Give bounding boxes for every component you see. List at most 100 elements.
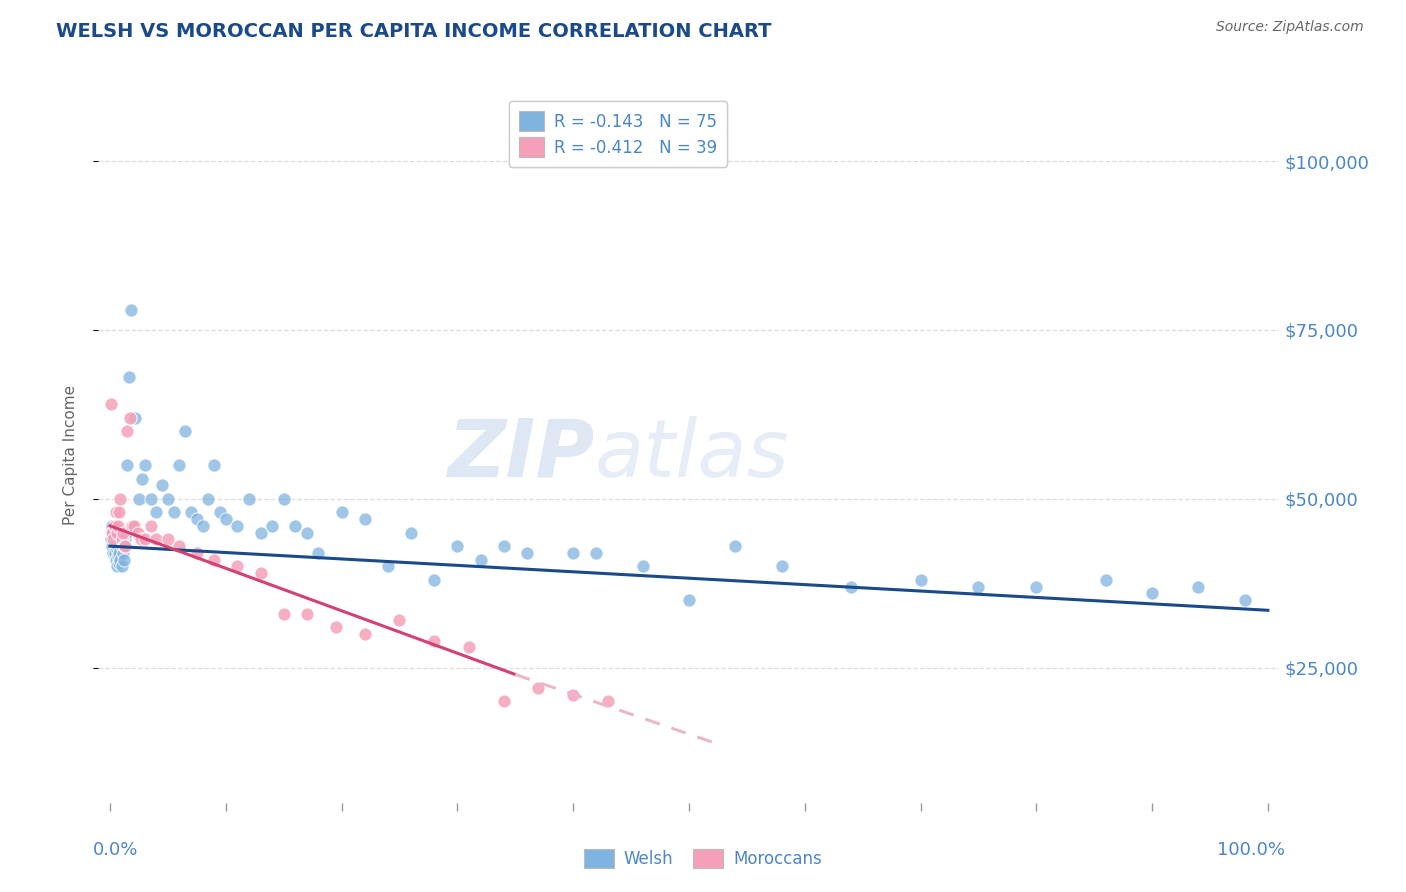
Point <box>108 556 131 570</box>
Point <box>596 694 619 708</box>
Point <box>163 505 186 519</box>
Point <box>104 505 127 519</box>
Point <box>208 505 231 519</box>
Point <box>112 539 135 553</box>
Legend: R = -0.143   N = 75, R = -0.412   N = 39: R = -0.143 N = 75, R = -0.412 N = 39 <box>509 102 727 167</box>
Point <box>110 552 132 566</box>
Point <box>103 546 125 560</box>
Point <box>100 533 122 547</box>
Point <box>108 505 131 519</box>
Point <box>111 546 134 560</box>
Point <box>388 614 411 628</box>
Point <box>273 607 295 621</box>
Point <box>112 552 135 566</box>
Point <box>295 607 318 621</box>
Point <box>967 580 990 594</box>
Point <box>107 519 129 533</box>
Text: atlas: atlas <box>595 416 789 494</box>
Point <box>156 533 179 547</box>
Point <box>631 559 654 574</box>
Point <box>124 410 146 425</box>
Point <box>458 640 481 655</box>
Point <box>770 559 793 574</box>
Text: 0.0%: 0.0% <box>93 841 138 859</box>
Point <box>121 519 143 533</box>
Point <box>180 505 202 519</box>
Y-axis label: Per Capita Income: Per Capita Income <box>63 384 77 525</box>
Point <box>249 525 271 540</box>
Point <box>186 512 208 526</box>
Point <box>110 539 132 553</box>
Point <box>104 533 127 547</box>
Point <box>527 681 550 695</box>
Point <box>423 573 446 587</box>
Point <box>325 620 347 634</box>
Point <box>169 458 191 472</box>
Legend: Welsh, Moroccans: Welsh, Moroccans <box>576 842 830 875</box>
Point <box>101 539 124 553</box>
Point <box>150 478 173 492</box>
Point <box>585 546 607 560</box>
Point <box>377 559 399 574</box>
Point <box>1233 593 1256 607</box>
Point <box>186 546 208 560</box>
Point <box>115 525 138 540</box>
Point <box>110 559 132 574</box>
Point <box>104 552 127 566</box>
Point <box>1187 580 1209 594</box>
Point <box>423 633 446 648</box>
Point <box>117 424 139 438</box>
Point <box>156 491 179 506</box>
Point <box>129 533 152 547</box>
Point <box>284 519 307 533</box>
Point <box>215 512 238 526</box>
Point <box>103 533 125 547</box>
Point <box>226 519 249 533</box>
Point <box>145 505 167 519</box>
Point <box>295 525 318 540</box>
Point <box>470 552 492 566</box>
Point <box>118 410 141 425</box>
Point <box>104 546 127 560</box>
Point <box>122 519 145 533</box>
Point <box>105 542 128 557</box>
Point <box>101 525 124 540</box>
Point <box>114 533 136 547</box>
Point <box>104 535 127 549</box>
Point <box>353 627 375 641</box>
Point <box>105 559 128 574</box>
Point <box>120 302 142 317</box>
Point <box>724 539 747 553</box>
Point <box>910 573 932 587</box>
Point <box>100 397 122 411</box>
Point <box>562 546 585 560</box>
Point <box>238 491 260 506</box>
Text: 100.0%: 100.0% <box>1218 841 1285 859</box>
Point <box>839 580 862 594</box>
Point <box>105 525 128 540</box>
Point <box>307 546 329 560</box>
Point <box>353 512 375 526</box>
Point <box>273 491 295 506</box>
Point <box>169 539 191 553</box>
Point <box>127 525 149 540</box>
Point <box>134 458 156 472</box>
Text: Source: ZipAtlas.com: Source: ZipAtlas.com <box>1216 20 1364 34</box>
Point <box>110 491 132 506</box>
Point <box>678 593 700 607</box>
Point <box>134 533 156 547</box>
Point <box>145 533 167 547</box>
Point <box>101 519 124 533</box>
Point <box>117 370 139 384</box>
Point <box>202 458 225 472</box>
Point <box>110 533 132 547</box>
Point <box>108 546 131 560</box>
Point <box>226 559 249 574</box>
Point <box>139 491 162 506</box>
Point <box>249 566 271 581</box>
Point <box>1025 580 1047 594</box>
Point <box>516 546 538 560</box>
Point <box>492 694 515 708</box>
Point <box>131 472 153 486</box>
Text: ZIP: ZIP <box>447 416 595 494</box>
